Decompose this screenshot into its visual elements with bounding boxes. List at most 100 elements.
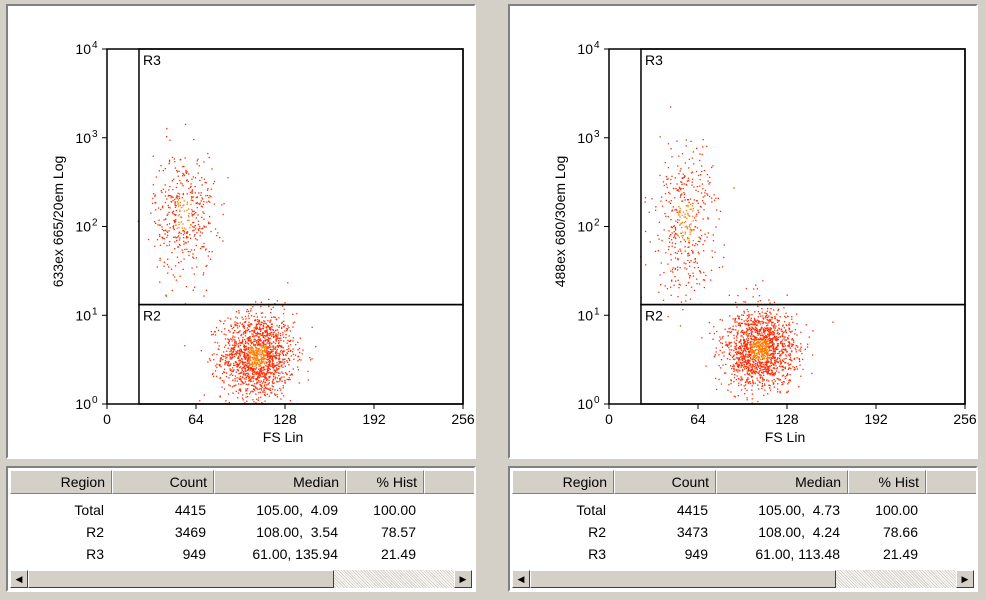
data-point bbox=[679, 223, 682, 225]
data-point bbox=[181, 249, 183, 251]
data-point bbox=[767, 357, 769, 359]
scroll-right-arrow-icon[interactable]: ▶ bbox=[956, 570, 974, 588]
data-point bbox=[178, 205, 180, 207]
data-point bbox=[779, 336, 781, 338]
data-point bbox=[164, 229, 166, 231]
data-point bbox=[777, 329, 779, 331]
data-point bbox=[681, 214, 683, 217]
data-point bbox=[760, 323, 762, 325]
data-point bbox=[230, 373, 232, 375]
data-point bbox=[193, 229, 195, 231]
data-point bbox=[723, 244, 725, 246]
data-point bbox=[258, 350, 260, 352]
data-point bbox=[258, 321, 261, 323]
table-header[interactable]: Count bbox=[614, 470, 716, 494]
scrollbar-track[interactable] bbox=[334, 570, 454, 588]
data-point bbox=[804, 348, 806, 350]
data-point bbox=[213, 180, 216, 183]
table-header[interactable]: Median bbox=[214, 470, 346, 494]
data-point bbox=[232, 392, 234, 394]
data-point bbox=[259, 329, 261, 331]
data-point bbox=[688, 246, 690, 248]
data-point bbox=[233, 326, 235, 328]
scroll-right-arrow-icon[interactable]: ▶ bbox=[454, 570, 472, 588]
scrollbar-thumb[interactable] bbox=[530, 570, 836, 588]
horizontal-scrollbar[interactable]: ◀ ▶ bbox=[512, 570, 974, 588]
data-point bbox=[687, 246, 689, 248]
horizontal-scrollbar[interactable]: ◀ ▶ bbox=[10, 570, 472, 588]
table-header[interactable]: % Hist bbox=[848, 470, 926, 494]
data-point bbox=[155, 222, 157, 224]
data-point bbox=[767, 340, 770, 342]
data-point bbox=[242, 373, 244, 375]
table-header[interactable]: Region bbox=[512, 470, 614, 494]
data-point bbox=[257, 382, 259, 384]
data-point bbox=[182, 165, 184, 168]
data-point bbox=[182, 205, 184, 207]
scrollbar-track[interactable] bbox=[836, 570, 956, 588]
data-point bbox=[713, 194, 715, 196]
data-point bbox=[218, 364, 220, 366]
data-point bbox=[259, 381, 261, 383]
data-point bbox=[725, 343, 727, 345]
data-point bbox=[154, 194, 156, 196]
data-point bbox=[756, 353, 758, 355]
data-point bbox=[790, 359, 792, 361]
data-point bbox=[746, 363, 749, 365]
data-point bbox=[754, 368, 756, 370]
data-point bbox=[791, 318, 793, 320]
data-point bbox=[276, 335, 278, 337]
scroll-left-arrow-icon[interactable]: ◀ bbox=[512, 570, 530, 588]
data-point bbox=[686, 180, 688, 182]
data-point bbox=[243, 374, 245, 376]
data-point bbox=[690, 203, 692, 206]
data-point bbox=[762, 378, 764, 380]
data-point bbox=[240, 333, 243, 336]
data-point bbox=[256, 356, 258, 358]
scroll-left-arrow-icon[interactable]: ◀ bbox=[10, 570, 28, 588]
data-point bbox=[229, 344, 231, 346]
table-header[interactable]: Median bbox=[716, 470, 848, 494]
data-point bbox=[678, 287, 680, 289]
data-point bbox=[776, 348, 778, 350]
data-point bbox=[194, 185, 196, 188]
data-point bbox=[735, 379, 737, 381]
data-point bbox=[677, 235, 679, 237]
data-point bbox=[751, 345, 754, 347]
data-point bbox=[240, 390, 242, 392]
data-point bbox=[168, 211, 170, 213]
data-point bbox=[243, 355, 245, 358]
data-point bbox=[740, 342, 742, 344]
data-point bbox=[738, 352, 740, 354]
data-point bbox=[783, 381, 785, 383]
data-point bbox=[765, 368, 767, 371]
data-point bbox=[686, 217, 688, 219]
data-point bbox=[268, 326, 270, 329]
data-point bbox=[670, 219, 672, 221]
data-point bbox=[743, 357, 746, 360]
data-point bbox=[260, 328, 262, 330]
data-point bbox=[238, 343, 240, 345]
data-point bbox=[179, 209, 181, 211]
data-point bbox=[166, 236, 168, 238]
table-header[interactable]: Count bbox=[112, 470, 214, 494]
data-point bbox=[687, 205, 689, 208]
data-point bbox=[756, 356, 758, 358]
data-point bbox=[719, 210, 722, 212]
data-point bbox=[759, 350, 761, 353]
data-point bbox=[286, 330, 288, 332]
scrollbar-thumb[interactable] bbox=[28, 570, 334, 588]
data-point bbox=[186, 231, 188, 233]
data-point bbox=[738, 382, 740, 384]
data-point bbox=[754, 346, 756, 348]
table-header[interactable]: % Hist bbox=[346, 470, 424, 494]
data-point bbox=[246, 365, 248, 367]
data-point bbox=[754, 326, 757, 328]
data-point bbox=[200, 231, 202, 233]
data-point bbox=[696, 200, 699, 202]
data-point bbox=[673, 231, 675, 233]
data-point bbox=[675, 280, 677, 282]
data-point bbox=[759, 364, 761, 367]
table-header[interactable]: Region bbox=[10, 470, 112, 494]
data-point bbox=[736, 321, 738, 323]
